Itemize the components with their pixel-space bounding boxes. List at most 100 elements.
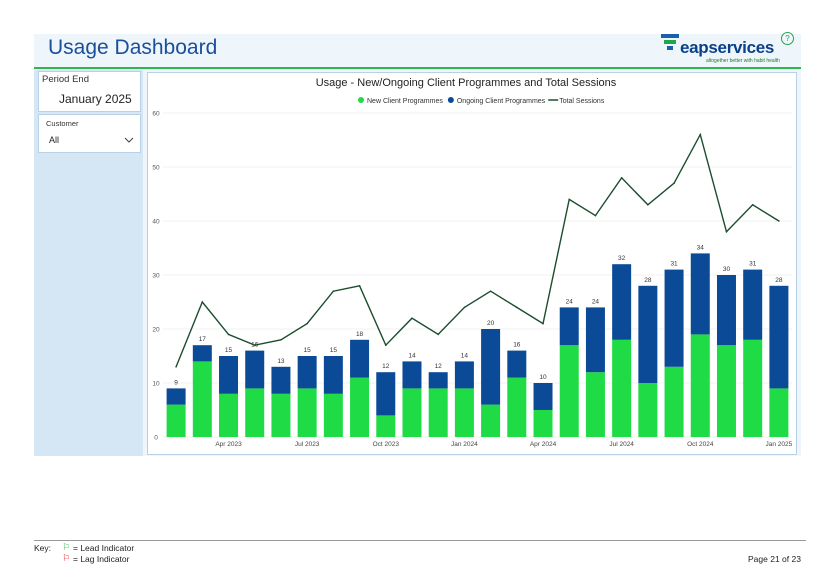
bar-ongoing-client-programmes	[271, 366, 291, 394]
bar-ongoing-client-programmes	[376, 372, 396, 416]
total-sessions-point	[673, 182, 675, 184]
bar-total-label: 10	[539, 374, 547, 381]
bar-new-client-programmes	[664, 366, 684, 437]
x-tick-label: Apr 2024	[530, 441, 557, 448]
bar-ongoing-client-programmes	[743, 269, 763, 340]
total-sessions-point	[751, 204, 754, 206]
header-divider	[34, 67, 801, 69]
bar-new-client-programmes	[323, 393, 343, 437]
filter-sidebar: Period End January 2025 Customer All	[34, 70, 143, 456]
x-axis: Apr 2023 Jul 2023 Oct 2023 Jan 2024 Apr 2024…	[215, 441, 792, 448]
total-sessions-point	[463, 306, 466, 309]
bar-ongoing-client-programmes	[533, 383, 553, 410]
lag-flag-icon: ⚐	[62, 553, 71, 563]
legend-label-0: New Client Programmes	[367, 98, 443, 105]
chart-legend: New Client Programmes Ongoing Client Prog…	[358, 97, 605, 105]
bar-total-label: 24	[592, 298, 600, 305]
total-sessions-point	[489, 290, 492, 292]
bar-total-label: 14	[408, 352, 416, 359]
bar-ongoing-client-programmes	[612, 264, 632, 340]
bar-total-label: 13	[277, 358, 285, 365]
bar-total-label: 15	[304, 347, 312, 354]
legend-marker-0	[358, 97, 364, 103]
customer-label: Customer	[46, 119, 79, 128]
bar-ongoing-client-programmes	[638, 285, 658, 383]
total-sessions-point	[201, 301, 204, 303]
bar-total-label: 15	[225, 347, 233, 354]
bar-new-client-programmes	[192, 361, 212, 437]
total-sessions-point	[568, 198, 571, 201]
bar-new-client-programmes	[297, 388, 317, 437]
bar-total-label: 32	[618, 255, 626, 262]
bar-total-label: 17	[199, 336, 207, 343]
usage-chart: Usage - New/Ongoing Client Programmes an…	[152, 77, 792, 448]
bar-ongoing-client-programmes	[192, 345, 212, 362]
customer-slicer[interactable]: Customer All	[38, 114, 141, 153]
x-tick-label: Jan 2024	[451, 441, 478, 448]
chart-title: Usage - New/Ongoing Client Programmes an…	[316, 77, 617, 89]
chart-panel: Usage - New/Ongoing Client Programmes an…	[147, 72, 797, 455]
chevron-down-icon[interactable]	[124, 137, 134, 143]
x-tick-label: Jul 2023	[295, 441, 320, 448]
total-sessions-point	[253, 344, 256, 347]
bar-ongoing-client-programmes	[507, 350, 527, 378]
bar-ongoing-client-programmes	[716, 275, 736, 346]
bar-total-label: 34	[697, 244, 705, 251]
help-icon[interactable]: ?	[781, 32, 794, 45]
bar-new-client-programmes	[376, 415, 396, 437]
bar-total-label: 18	[356, 331, 364, 338]
total-sessions-point	[778, 220, 780, 222]
x-tick-label: Jan 2025	[766, 441, 793, 448]
bar-ongoing-client-programmes	[559, 307, 579, 346]
customer-select-value[interactable]: All	[49, 135, 60, 145]
bar-total-label: 15	[330, 347, 338, 354]
y-tick-label: 60	[152, 111, 160, 118]
total-sessions-point	[437, 333, 439, 336]
bar-new-client-programmes	[454, 388, 474, 437]
total-sessions-point	[227, 333, 230, 336]
bar-new-client-programmes	[533, 410, 553, 437]
bar-ongoing-client-programmes	[585, 307, 605, 373]
bar-new-client-programmes	[219, 393, 239, 437]
bar-total-label: 31	[670, 261, 678, 268]
total-sessions-point	[280, 339, 282, 341]
total-sessions-point	[542, 322, 544, 325]
lead-indicator-text: = Lead Indicator	[73, 543, 135, 553]
bar-new-client-programmes	[743, 339, 763, 437]
total-sessions-point	[594, 214, 597, 217]
bar-new-client-programmes	[481, 404, 501, 437]
bar-new-client-programmes	[690, 334, 710, 437]
bar-new-client-programmes	[612, 339, 632, 437]
period-end-card: Period End January 2025	[38, 71, 141, 112]
bar-ongoing-client-programmes	[769, 285, 789, 389]
bar-new-client-programmes	[271, 393, 291, 437]
y-tick-label: 20	[152, 327, 160, 334]
bar-total-label: 14	[461, 352, 469, 359]
bar-ongoing-client-programmes	[219, 356, 239, 394]
total-sessions-point	[516, 306, 518, 309]
bar-new-client-programmes	[559, 345, 579, 437]
y-tick-label: 10	[152, 381, 160, 388]
bar-ongoing-client-programmes	[481, 329, 501, 405]
total-sessions-line-group	[175, 132, 780, 368]
bar-ongoing-client-programmes	[166, 388, 186, 405]
bar-total-label: 20	[487, 320, 495, 327]
footer-divider	[34, 540, 806, 541]
y-tick-label: 50	[152, 165, 160, 172]
page-number: Page 21 of 23	[748, 554, 801, 564]
chart-gridlines	[163, 112, 792, 438]
legend-label-2: Total Sessions	[559, 98, 605, 105]
bar-ongoing-client-programmes	[350, 339, 370, 378]
lag-indicator-text: = Lag Indicator	[73, 554, 130, 564]
bar-total-label: 30	[723, 266, 731, 273]
period-end-value: January 2025	[59, 92, 132, 106]
total-sessions-point	[175, 366, 177, 368]
bar-total-label: 9	[174, 379, 178, 386]
bar-total-label: 12	[382, 363, 390, 370]
x-tick-label: Oct 2023	[373, 441, 400, 448]
bar-new-client-programmes	[402, 388, 422, 437]
x-tick-label: Oct 2024	[687, 441, 714, 448]
bar-total-label: 24	[566, 298, 574, 305]
bar-new-client-programmes	[507, 377, 527, 437]
bar-ongoing-client-programmes	[428, 372, 448, 389]
